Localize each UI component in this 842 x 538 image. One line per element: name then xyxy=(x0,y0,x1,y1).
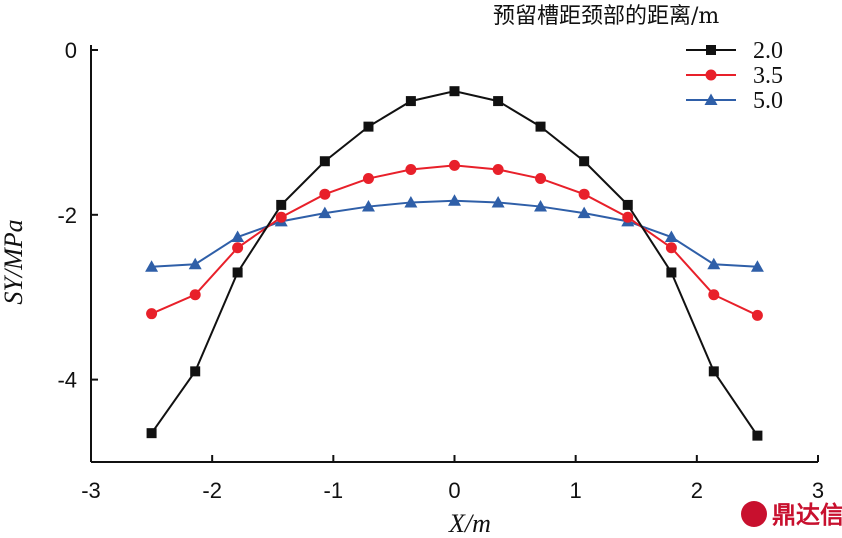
data-point-circle xyxy=(665,242,677,254)
x-tick-label: 3 xyxy=(812,478,824,503)
data-point-triangle xyxy=(188,257,202,270)
data-point-square xyxy=(190,366,201,377)
x-tick-label: -3 xyxy=(81,478,101,503)
data-point-triangle xyxy=(491,195,505,208)
data-point-triangle xyxy=(664,230,678,243)
data-point-triangle xyxy=(704,93,718,105)
data-point-triangle xyxy=(707,257,721,270)
watermark-logo-icon xyxy=(741,501,767,527)
x-tick-label: -1 xyxy=(324,478,344,503)
data-point-square xyxy=(319,156,330,167)
x-axis-title: X/m xyxy=(448,509,491,538)
series-line xyxy=(150,90,759,437)
series-line xyxy=(151,199,758,268)
data-point-triangle xyxy=(404,195,418,208)
data-point-circle xyxy=(405,163,417,175)
data-point-triangle xyxy=(318,206,332,219)
data-point-circle xyxy=(751,309,763,321)
data-point-triangle xyxy=(231,230,245,243)
data-point-square xyxy=(579,156,590,167)
data-point-square xyxy=(146,428,157,439)
data-point-circle xyxy=(705,69,717,81)
data-point-circle xyxy=(319,188,331,200)
x-tick-label: 2 xyxy=(691,478,703,503)
series-3.5 xyxy=(146,159,763,321)
axes xyxy=(90,45,818,463)
series-layer xyxy=(145,86,764,441)
data-point-circle xyxy=(578,188,590,200)
legend-label: 5.0 xyxy=(753,88,783,114)
legend: 预留槽距颈部的距离/m 2.03.55.0 xyxy=(493,4,783,114)
data-point-square xyxy=(622,199,633,210)
legend-item: 3.5 xyxy=(686,63,783,89)
y-tick-label: -2 xyxy=(57,203,77,228)
y-ticks: 0 -2 -4 xyxy=(57,38,98,393)
data-point-circle xyxy=(362,173,374,185)
watermark: 鼎达信 xyxy=(741,501,842,529)
y-tick-label: -4 xyxy=(57,368,77,393)
x-tick-label: 1 xyxy=(570,478,582,503)
data-point-triangle xyxy=(145,260,159,272)
data-point-circle xyxy=(189,289,201,301)
legend-item: 2.0 xyxy=(686,38,783,64)
data-point-circle xyxy=(275,211,287,223)
watermark-text: 鼎达信 xyxy=(772,501,842,529)
data-point-triangle xyxy=(448,194,461,206)
data-point-triangle xyxy=(534,200,548,212)
y-tick-label: 0 xyxy=(65,38,77,63)
data-point-square xyxy=(493,96,504,107)
x-ticks: -3 -2 -1 0 1 2 3 xyxy=(81,455,824,503)
data-point-square xyxy=(276,199,287,210)
data-point-circle xyxy=(708,289,720,301)
series-5.0 xyxy=(145,194,764,272)
data-point-circle xyxy=(449,159,460,171)
legend-item: 5.0 xyxy=(686,88,783,114)
data-point-square xyxy=(666,267,677,278)
legend-label: 3.5 xyxy=(753,63,783,89)
data-point-square xyxy=(363,121,374,132)
data-point-circle xyxy=(492,163,504,175)
legend-label: 2.0 xyxy=(753,38,783,64)
data-point-triangle xyxy=(361,200,375,212)
data-point-circle xyxy=(535,173,547,185)
data-point-square xyxy=(752,430,763,441)
data-point-square xyxy=(535,121,546,132)
data-point-square xyxy=(405,96,416,107)
data-point-circle xyxy=(622,211,634,223)
data-point-square xyxy=(449,86,460,97)
data-point-circle xyxy=(232,242,244,254)
data-point-square xyxy=(708,366,719,377)
series-2.0 xyxy=(146,86,763,441)
x-tick-label: -2 xyxy=(202,478,222,503)
legend-title: 预留槽距颈部的距离/m xyxy=(493,4,719,29)
data-point-circle xyxy=(146,308,158,320)
x-tick-label: 0 xyxy=(448,478,460,503)
data-point-triangle xyxy=(750,260,764,272)
data-point-triangle xyxy=(577,206,591,219)
data-point-square xyxy=(232,267,243,278)
data-point-square xyxy=(706,45,716,55)
y-axis-title: SY/MPa xyxy=(0,219,28,304)
